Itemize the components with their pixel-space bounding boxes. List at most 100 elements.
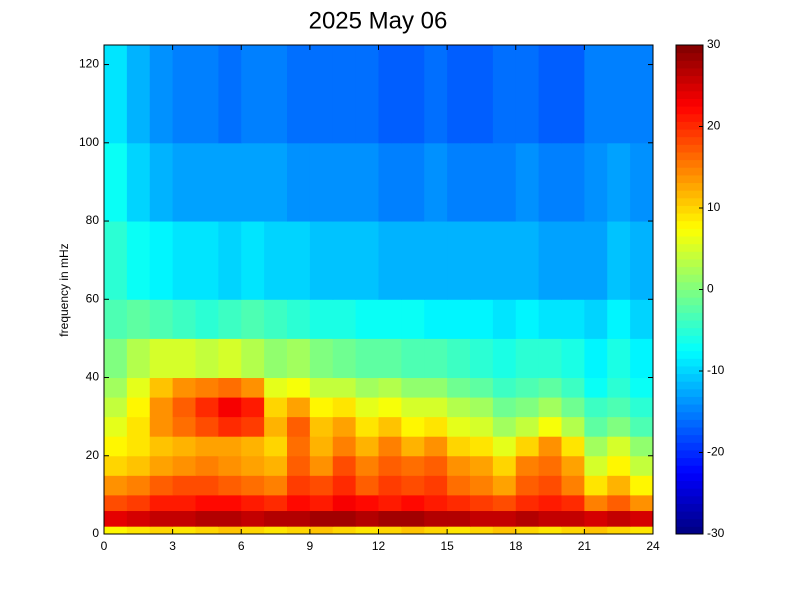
heat-cell bbox=[630, 142, 654, 222]
colorbar-segment bbox=[676, 503, 703, 512]
heat-cell bbox=[264, 45, 288, 144]
heat-cell bbox=[470, 416, 494, 437]
heat-cell bbox=[218, 142, 242, 222]
heat-cell bbox=[584, 455, 608, 476]
heat-cell bbox=[424, 397, 448, 418]
heat-cell bbox=[584, 299, 608, 339]
heat-cell bbox=[561, 299, 585, 339]
heat-cell bbox=[332, 397, 357, 418]
heat-cell bbox=[561, 436, 585, 457]
heat-cell bbox=[195, 142, 219, 222]
colorbar-segment bbox=[676, 289, 703, 298]
colorbar-segment bbox=[676, 404, 703, 413]
heat-cell bbox=[584, 475, 608, 496]
heat-cell bbox=[538, 494, 562, 512]
heat-cell bbox=[241, 494, 265, 512]
heat-cell bbox=[447, 416, 471, 437]
heat-cell bbox=[195, 221, 219, 300]
colorbar-segment bbox=[676, 281, 703, 290]
heat-cell bbox=[401, 416, 425, 437]
heat-cell bbox=[126, 45, 151, 144]
heat-cell bbox=[104, 221, 128, 300]
heat-cell bbox=[515, 338, 540, 379]
heat-cell bbox=[332, 142, 357, 222]
heat-cell bbox=[355, 397, 379, 418]
heat-cell bbox=[309, 436, 334, 457]
colorbar-segment bbox=[676, 274, 703, 283]
heat-cell bbox=[538, 416, 562, 437]
colorbar-segment bbox=[676, 396, 703, 405]
heat-cell bbox=[447, 455, 471, 476]
heat-cell bbox=[492, 416, 517, 437]
heat-cell bbox=[607, 416, 631, 437]
heat-cell bbox=[172, 510, 196, 527]
colorbar-tick-label: 10 bbox=[707, 200, 721, 214]
heat-cell bbox=[287, 142, 311, 222]
colorbar-segment bbox=[676, 258, 703, 268]
heat-cell bbox=[424, 142, 448, 222]
heat-cell bbox=[447, 377, 471, 398]
heat-cell bbox=[309, 455, 334, 476]
heat-cell bbox=[355, 494, 379, 512]
heat-cell bbox=[172, 397, 196, 418]
heat-cell bbox=[241, 142, 265, 222]
heat-cell bbox=[630, 397, 654, 418]
heat-cell bbox=[104, 377, 128, 398]
heat-cell bbox=[287, 397, 311, 418]
heat-cell bbox=[584, 45, 608, 144]
heat-cell bbox=[401, 299, 425, 339]
heat-cell bbox=[378, 45, 402, 144]
colorbar-segment bbox=[676, 472, 703, 482]
heat-cell bbox=[332, 526, 357, 535]
colorbar-segment bbox=[676, 388, 703, 397]
heat-cell bbox=[126, 455, 151, 476]
heat-cell bbox=[470, 475, 494, 496]
heat-cell bbox=[630, 221, 654, 300]
heat-cell bbox=[470, 526, 494, 535]
heat-cell bbox=[218, 416, 242, 437]
heat-cell bbox=[172, 436, 196, 457]
heat-cell bbox=[378, 397, 402, 418]
heat-cell bbox=[378, 377, 402, 398]
heat-cell bbox=[630, 475, 654, 496]
heat-cell bbox=[378, 221, 402, 300]
heat-cell bbox=[401, 45, 425, 144]
heat-cell bbox=[538, 221, 562, 300]
heat-cell bbox=[332, 299, 357, 339]
heat-cell bbox=[630, 455, 654, 476]
heat-cell bbox=[424, 436, 448, 457]
heat-cell bbox=[492, 436, 517, 457]
heat-cell bbox=[515, 45, 540, 144]
heat-cell bbox=[447, 397, 471, 418]
heat-cell bbox=[104, 475, 128, 496]
heat-cell bbox=[149, 475, 174, 496]
heat-cell bbox=[607, 475, 631, 496]
heat-cell bbox=[264, 436, 288, 457]
heat-cell bbox=[492, 142, 517, 222]
heat-cell bbox=[561, 338, 585, 379]
heat-cell bbox=[538, 475, 562, 496]
heat-cell bbox=[126, 397, 151, 418]
heat-cell bbox=[172, 377, 196, 398]
heat-cell bbox=[470, 338, 494, 379]
heat-cell bbox=[424, 45, 448, 144]
colorbar-segment bbox=[676, 526, 703, 535]
x-tick-label: 3 bbox=[169, 539, 176, 553]
heat-cell bbox=[309, 397, 334, 418]
heat-cell bbox=[401, 221, 425, 300]
y-tick-label: 60 bbox=[86, 291, 100, 305]
heat-cell bbox=[424, 416, 448, 437]
heat-cell bbox=[172, 455, 196, 476]
colorbar-segment bbox=[676, 434, 703, 443]
colorbar-segment bbox=[676, 358, 703, 367]
heat-cell bbox=[355, 510, 379, 527]
heat-cell bbox=[332, 494, 357, 512]
heat-cell bbox=[584, 397, 608, 418]
heat-cell bbox=[104, 338, 128, 379]
heat-cell bbox=[104, 299, 128, 339]
colorbar-segment bbox=[676, 98, 703, 107]
heat-cell bbox=[355, 475, 379, 496]
heat-cell bbox=[149, 299, 174, 339]
heat-cell bbox=[218, 397, 242, 418]
